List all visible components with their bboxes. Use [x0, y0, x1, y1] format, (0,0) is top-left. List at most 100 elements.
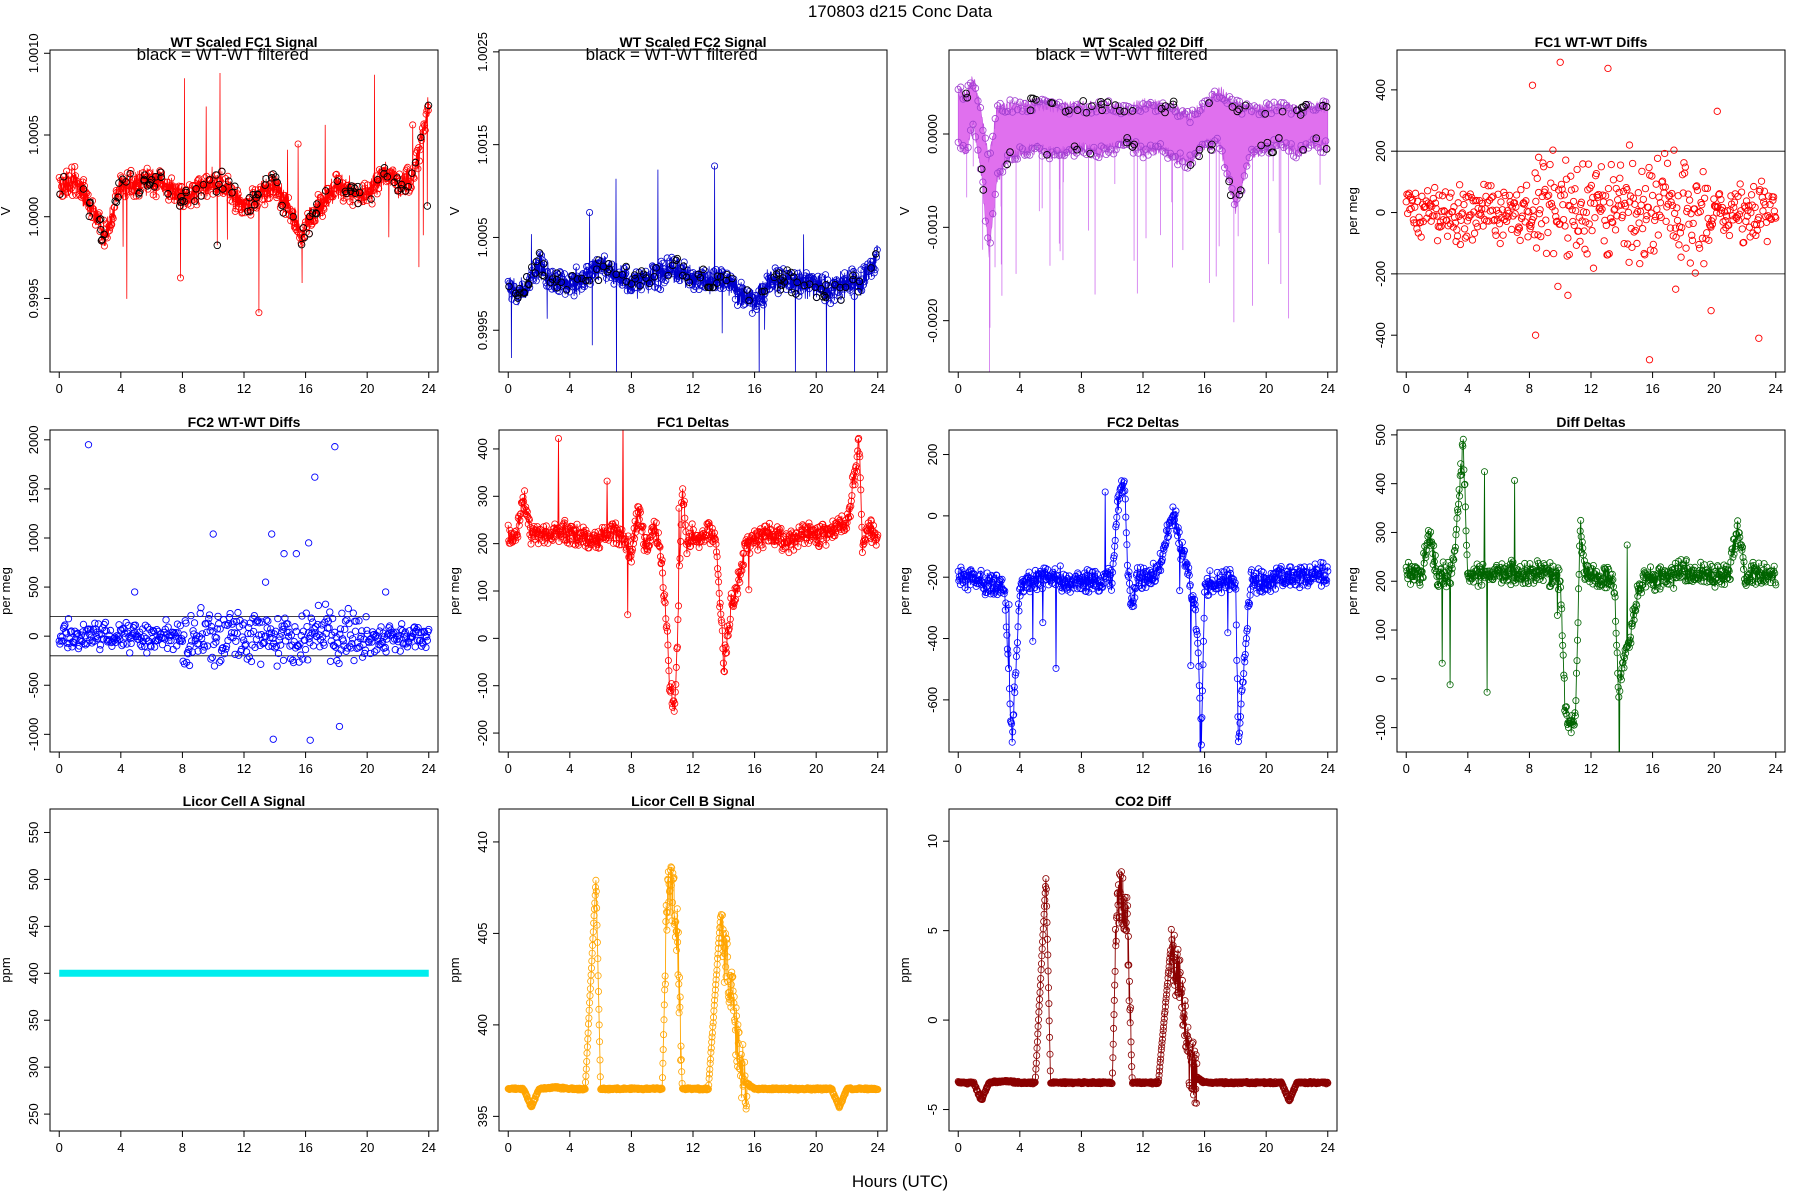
data-point [962, 94, 970, 102]
panel-title: WT Scaled O2 Diff [1083, 34, 1204, 50]
data-point [1532, 197, 1540, 206]
data-point [1700, 260, 1708, 268]
data-point [1671, 224, 1680, 232]
data-point [1549, 578, 1557, 586]
data-point [1502, 217, 1511, 226]
data-point [1613, 212, 1621, 220]
data-point [86, 636, 94, 645]
data-point [1448, 565, 1456, 573]
data-point [289, 208, 297, 216]
data-point [1685, 220, 1693, 228]
data-point [1011, 97, 1019, 105]
x-tick-label: 16 [298, 761, 312, 776]
filtered-point [97, 225, 105, 234]
data-point [1562, 703, 1570, 711]
data-point [1107, 145, 1115, 153]
data-point [281, 210, 289, 218]
filtered-point [95, 216, 104, 224]
data-point [1544, 191, 1553, 199]
data-point [1021, 99, 1029, 108]
data-point [1171, 108, 1179, 116]
x-tick-label: 0 [505, 381, 512, 396]
data-point [1523, 207, 1531, 215]
data-point [1129, 149, 1137, 157]
data-point [335, 722, 344, 731]
filtered-point [792, 290, 800, 298]
y-axis-label: V [897, 206, 912, 215]
data-point [1267, 587, 1275, 595]
data-point [281, 191, 289, 199]
data-point [152, 193, 160, 201]
data-point [1248, 566, 1256, 574]
data-point [1757, 577, 1765, 585]
data-point [175, 182, 183, 190]
y-tick-label: 0 [475, 635, 490, 642]
data-point [1713, 107, 1721, 115]
data-point [1649, 240, 1657, 249]
filtered-point [1079, 97, 1088, 105]
data-point [1564, 291, 1572, 299]
data-point [1668, 201, 1677, 210]
data-point [358, 627, 366, 635]
data-point [1572, 207, 1580, 215]
x-tick-label: 0 [955, 381, 962, 396]
data-point [522, 503, 530, 511]
data-point [262, 616, 271, 624]
data-point [1435, 582, 1443, 590]
data-point [1094, 576, 1102, 584]
data-point [1742, 197, 1751, 205]
x-tick-label: 4 [117, 381, 124, 396]
data-point [1009, 728, 1017, 736]
data-point [1575, 585, 1583, 593]
filtered-point [699, 265, 707, 274]
data-point [1555, 566, 1563, 574]
data-point [1672, 233, 1680, 241]
data-point [1572, 241, 1581, 249]
data-point [253, 617, 261, 626]
filtered-point [1087, 102, 1096, 111]
data-point [1696, 208, 1704, 216]
data-point [1493, 561, 1501, 569]
filtered-point [849, 271, 857, 280]
plot-frame [948, 49, 1338, 373]
data-point [1718, 203, 1727, 212]
data-point [1528, 81, 1537, 89]
data-point [366, 636, 374, 644]
data-point [1191, 110, 1199, 118]
data-point [957, 83, 965, 91]
y-tick-label: -400 [925, 626, 940, 652]
data-point [1285, 147, 1293, 155]
data-point [1641, 184, 1650, 193]
data-point [1430, 212, 1438, 220]
data-point [1709, 214, 1717, 222]
data-point [321, 618, 329, 626]
y-tick-label: 2000 [26, 425, 41, 454]
filtered-point [213, 241, 222, 250]
data-point [841, 523, 849, 531]
data-point [1533, 174, 1541, 183]
x-tick-label: 8 [628, 761, 635, 776]
data-point [773, 267, 781, 275]
data-point [723, 649, 731, 657]
filtered-point [182, 188, 190, 197]
data-point [1485, 217, 1493, 225]
x-tick-label: 16 [747, 381, 761, 396]
data-point [765, 285, 773, 293]
data-point [349, 609, 357, 617]
data-point [794, 269, 802, 277]
data-point [1008, 738, 1016, 746]
filtered-point [299, 224, 308, 232]
filtered-point [180, 197, 188, 206]
data-point [1641, 251, 1649, 259]
filtered-point [787, 268, 795, 277]
data-point [1608, 218, 1616, 226]
data-point [1404, 209, 1412, 218]
data-point [1656, 199, 1665, 207]
data-point [307, 221, 315, 229]
data-point [1073, 149, 1081, 157]
data-point [1557, 601, 1565, 609]
plot-frame [1396, 49, 1786, 373]
data-point [1600, 237, 1608, 245]
data-point [1615, 188, 1623, 197]
